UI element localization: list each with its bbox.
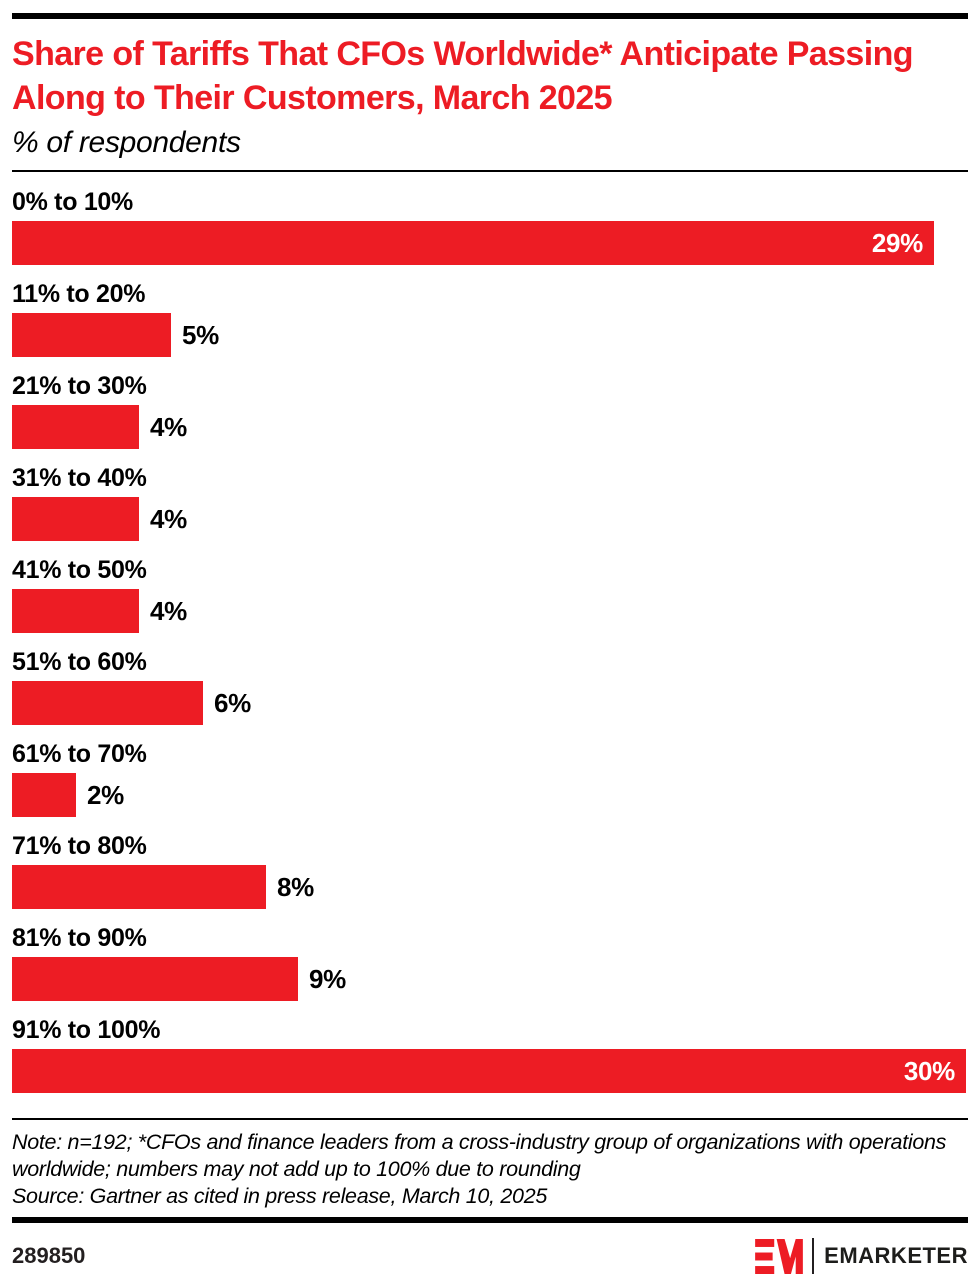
brand-divider bbox=[812, 1238, 815, 1274]
brand-name: EMARKETER bbox=[824, 1243, 968, 1268]
bar-track: 4% bbox=[12, 589, 968, 633]
category-label: 91% to 100% bbox=[12, 1016, 161, 1044]
footnotes: Note: n=192; *CFOs and finance leaders f… bbox=[12, 1129, 968, 1210]
bar-track: 30% bbox=[12, 1049, 968, 1093]
note-text: Note: n=192; *CFOs and finance leaders f… bbox=[12, 1130, 947, 1181]
chart-id: 289850 bbox=[12, 1243, 86, 1268]
bar bbox=[12, 773, 76, 817]
chart-row: 81% to 90% 9% bbox=[12, 925, 968, 1001]
bar: 30% bbox=[12, 1049, 966, 1093]
chart-row: 71% to 80% 8% bbox=[12, 833, 968, 909]
bar bbox=[12, 313, 171, 357]
value-label: 4% bbox=[150, 503, 187, 534]
bar-track: 5% bbox=[12, 313, 968, 357]
bar-track: 2% bbox=[12, 773, 968, 817]
value-label: 2% bbox=[87, 779, 124, 810]
bar-track: 4% bbox=[12, 405, 968, 449]
bar-track: 6% bbox=[12, 681, 968, 725]
value-label: 4% bbox=[150, 411, 187, 442]
emarketer-em-logo-icon bbox=[755, 1238, 804, 1274]
bar-track: 9% bbox=[12, 957, 968, 1001]
bar-track: 4% bbox=[12, 497, 968, 541]
chart-row: 11% to 20% 5% bbox=[12, 281, 968, 357]
bottom-rule bbox=[12, 1217, 968, 1223]
value-label: 29% bbox=[871, 227, 923, 258]
value-label: 8% bbox=[277, 871, 314, 902]
category-label: 11% to 20% bbox=[12, 280, 146, 308]
category-label: 61% to 70% bbox=[12, 740, 147, 768]
footer: 289850 EMARKETER bbox=[12, 1238, 968, 1274]
bar: 29% bbox=[12, 221, 934, 265]
chart-subtitle: % of respondents bbox=[12, 126, 241, 159]
page-title: Share of Tariffs That CFOs Worldwide* An… bbox=[12, 35, 914, 117]
bar bbox=[12, 681, 203, 725]
category-label: 0% to 10% bbox=[12, 188, 133, 216]
value-label: 6% bbox=[214, 687, 251, 718]
category-label: 31% to 40% bbox=[12, 464, 147, 492]
category-label: 81% to 90% bbox=[12, 924, 147, 952]
value-label: 30% bbox=[903, 1055, 955, 1086]
bar bbox=[12, 865, 266, 909]
category-label: 51% to 60% bbox=[12, 648, 147, 676]
brand-lockup: EMARKETER bbox=[755, 1238, 968, 1274]
chart-row: 51% to 60% 6% bbox=[12, 649, 968, 725]
bar bbox=[12, 589, 139, 633]
bar-track: 29% bbox=[12, 221, 968, 265]
note-divider bbox=[12, 1118, 968, 1120]
value-label: 5% bbox=[182, 319, 219, 350]
chart-row: 21% to 30% 4% bbox=[12, 373, 968, 449]
bar bbox=[12, 497, 139, 541]
bar bbox=[12, 405, 139, 449]
subtitle-divider bbox=[12, 170, 968, 172]
top-rule bbox=[12, 13, 968, 19]
chart-row: 61% to 70% 2% bbox=[12, 741, 968, 817]
chart-row: 31% to 40% 4% bbox=[12, 465, 968, 541]
bar bbox=[12, 957, 298, 1001]
category-label: 41% to 50% bbox=[12, 556, 147, 584]
bar-chart: 0% to 10% 29% 11% to 20% 5% 21% to 30% 4… bbox=[12, 189, 968, 1093]
value-label: 4% bbox=[150, 595, 187, 626]
source-text: Source: Gartner as cited in press releas… bbox=[12, 1184, 548, 1208]
bar-track: 8% bbox=[12, 865, 968, 909]
value-label: 9% bbox=[309, 963, 346, 994]
category-label: 21% to 30% bbox=[12, 372, 147, 400]
chart-row: 0% to 10% 29% bbox=[12, 189, 968, 265]
chart-row: 41% to 50% 4% bbox=[12, 557, 968, 633]
chart-row: 91% to 100% 30% bbox=[12, 1017, 968, 1093]
category-label: 71% to 80% bbox=[12, 832, 147, 860]
